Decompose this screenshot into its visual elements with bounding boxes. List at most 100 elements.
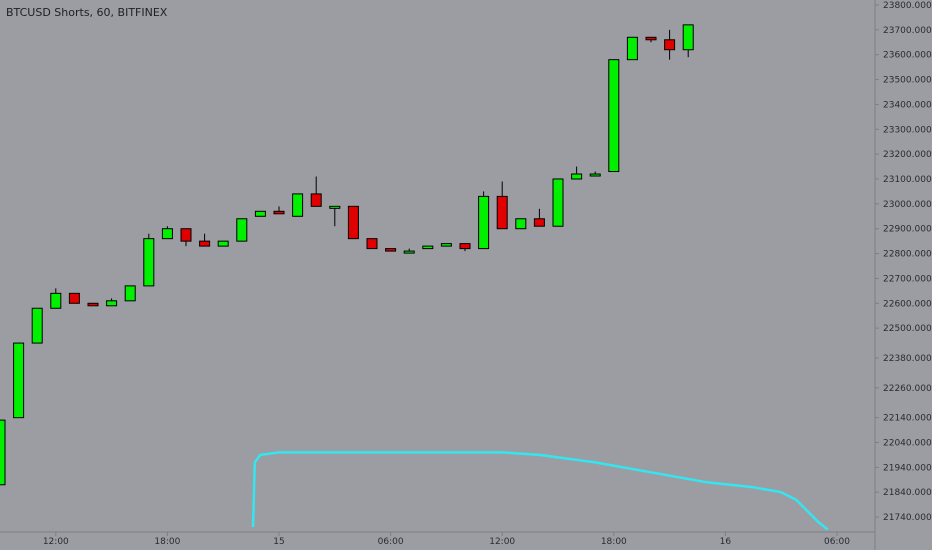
candle-body [87,302,99,307]
y-tick-label: 22600.0000 [883,299,932,309]
y-tick-label: 23600.0000 [883,51,932,61]
candle-body [254,210,266,217]
candle [31,307,43,344]
y-tick-label: 23500.0000 [883,76,932,86]
candle [292,193,304,217]
candle-body [496,195,508,230]
x-tick-label: 06:00 [378,537,404,547]
candle-body [478,195,490,250]
candle [143,233,155,287]
candle-body [571,173,583,180]
candle [478,191,490,250]
y-tick-label: 22260.0000 [883,384,932,394]
y-tick-label: 23000.0000 [883,200,932,210]
candle [459,243,471,252]
candle [385,248,397,252]
candle-body [310,193,322,207]
y-tick-label: 21740.0000 [883,513,932,523]
candle [310,176,322,207]
x-tick-label: 18:00 [154,537,180,547]
candle-body [682,24,694,51]
x-tick-label: 06:00 [824,537,850,547]
candle [589,171,601,177]
candle-body [161,228,173,240]
candle-body [236,218,248,242]
candle [68,292,80,304]
candle-body [143,238,155,287]
candle [626,36,638,61]
candle-body [403,250,415,254]
y-tick-label: 22900.0000 [883,225,932,235]
chart-title: BTCUSD Shorts, 60, BITFINEX [6,6,168,19]
y-tick-label: 21840.0000 [883,488,932,498]
candle-body [626,36,638,61]
candle [13,342,25,419]
candle-body [422,245,434,250]
candle [664,29,676,60]
candle-body [180,228,192,242]
x-tick-label: 16 [720,537,732,547]
candle-body [440,243,452,247]
candle [608,59,620,173]
candle [496,181,508,230]
candle [236,218,248,242]
line-layer [251,451,829,531]
candle-body [0,419,6,486]
candle-body [459,243,471,250]
candle [0,419,6,486]
x-tick-label: 12:00 [489,537,515,547]
candle-body [13,342,25,419]
candle [682,24,694,58]
candle [552,178,564,227]
y-tick-label: 22700.0000 [883,274,932,284]
candle-body [31,307,43,344]
y-tick-label: 23100.0000 [883,175,932,185]
candles-layer [0,24,694,486]
y-tick-label: 23700.0000 [883,26,932,36]
y-tick-label: 22380.0000 [883,354,932,364]
y-tick-label: 22800.0000 [883,250,932,260]
candle [366,238,378,250]
x-tick-label: 18:00 [601,537,627,547]
candle-body [50,292,62,309]
candle [217,240,229,247]
candle-body [106,300,118,307]
candle [347,205,359,240]
y-tick-label: 23800.0000 [883,1,932,11]
candle [161,226,173,240]
candle-body [329,205,341,209]
candle [329,205,341,227]
candle-body [608,59,620,173]
candle-body [292,193,304,217]
candle [180,228,192,247]
y-tick-label: 22500.0000 [883,324,932,334]
candle-body [347,205,359,240]
candle [50,288,62,309]
candle [254,210,266,217]
candle-body [199,240,211,247]
x-tick-label: 12:00 [43,537,69,547]
candle-body [552,178,564,227]
y-tick-label: 23200.0000 [883,150,932,160]
candle-body [664,39,676,51]
candle-body [124,285,136,302]
x-axis: 12:00 18:00 15 06:00 12:00 18:00 16 06:00 [0,531,875,547]
y-axis: 23800.0000 23700.0000 23600.0000 23500.0000… [874,0,932,550]
candle-body [385,248,397,252]
candle-body [366,238,378,250]
candle-body [515,218,527,230]
candle [199,233,211,247]
candle-body [217,240,229,247]
candle [571,166,583,180]
candle-body [533,218,545,227]
y-tick-label: 23400.0000 [883,100,932,110]
cyan-line-series [251,451,829,531]
candle-body [68,292,80,304]
y-tick-label: 23300.0000 [883,125,932,135]
candle-body [645,36,657,41]
candle-body [273,210,285,215]
candle [124,285,136,302]
x-tick-label: 15 [273,537,284,547]
candle [515,218,527,230]
